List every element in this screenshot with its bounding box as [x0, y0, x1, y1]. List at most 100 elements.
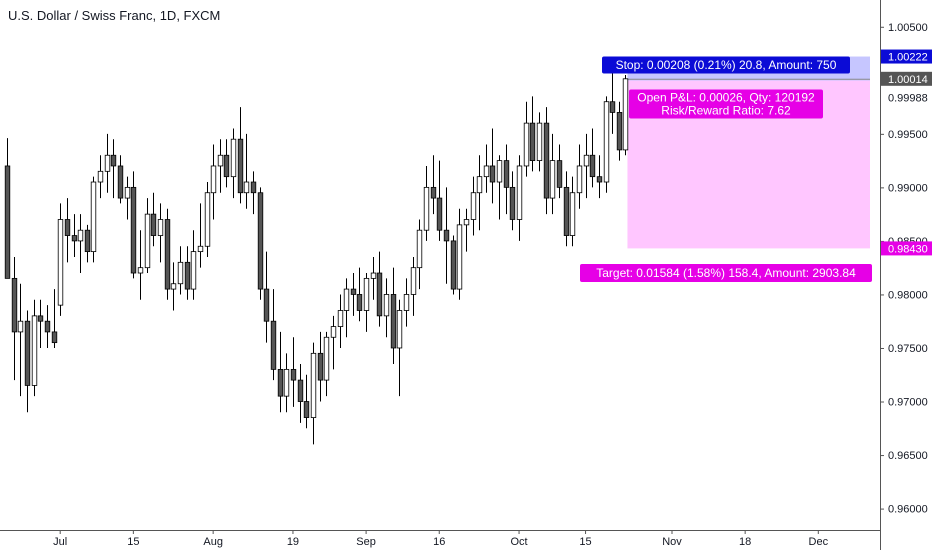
candle-up — [476, 176, 483, 194]
candle-up — [403, 294, 410, 311]
candle-up — [483, 165, 490, 178]
candle-up — [31, 315, 38, 386]
candle-down — [376, 272, 383, 317]
current-price-tag: 1.00014 — [888, 74, 928, 86]
candle-down — [64, 219, 71, 236]
x-tick-label: 15 — [579, 536, 591, 548]
candle-up — [323, 336, 330, 381]
candle-up — [416, 229, 423, 269]
candle-up — [190, 251, 197, 290]
candle-up — [97, 170, 104, 183]
candle-up — [310, 352, 317, 418]
candle-down — [270, 320, 277, 370]
x-tick-label: 16 — [433, 536, 445, 548]
candle-down — [317, 352, 324, 381]
candle-down — [164, 219, 171, 290]
candle-down — [297, 379, 304, 402]
candle-down — [609, 101, 616, 113]
candle-up — [516, 165, 523, 220]
candle-up — [157, 219, 164, 236]
candle-down — [37, 315, 44, 322]
position-zones — [627, 56, 870, 249]
candle-down — [436, 197, 443, 231]
candle-down — [356, 294, 363, 311]
y-tick-label: 0.98000 — [888, 289, 928, 301]
candle-up — [370, 272, 377, 279]
candle-down — [589, 154, 596, 178]
candle-down — [596, 176, 603, 183]
candle-up — [363, 277, 370, 311]
x-tick-label: Aug — [203, 536, 223, 548]
candle-up — [549, 160, 556, 199]
stop-price-tag-bg — [881, 49, 932, 64]
candle-down — [450, 240, 457, 290]
position-labels: Stop: 0.00208 (0.21%) 20.8, Amount: 750 O… — [580, 56, 872, 282]
candle-up — [124, 186, 131, 199]
candle-up — [536, 122, 543, 162]
price-axis[interactable]: 1.005000.995000.990000.985000.980000.975… — [880, 22, 928, 516]
candle-down — [130, 186, 137, 274]
chart-title: U.S. Dollar / Swiss Franc, 1D, FXCM — [8, 8, 220, 23]
candles — [4, 58, 629, 445]
candle-up — [337, 310, 344, 327]
candle-up — [197, 245, 204, 253]
candle-up — [523, 122, 530, 167]
time-axis[interactable]: Jul 15 Aug 19 Sep 16 Oct 15 Nov 18 Dec — [53, 530, 829, 548]
candle-down — [563, 186, 570, 236]
candle-down — [257, 192, 264, 290]
candle-up — [137, 267, 144, 274]
x-tick-label: Nov — [662, 536, 682, 548]
candle-up — [330, 326, 337, 338]
x-tick-label: 18 — [739, 536, 751, 548]
stop-price-tag: 1.00222 — [888, 52, 928, 64]
stop-label-text: Stop: 0.00208 (0.21%) 20.8, Amount: 750 — [616, 58, 837, 72]
candle-up — [396, 310, 403, 349]
candle-up — [583, 154, 590, 167]
candle-down — [117, 165, 124, 199]
candle-up — [622, 78, 629, 151]
candle-down — [223, 154, 230, 178]
candle-up — [283, 368, 290, 397]
candle-up — [217, 154, 224, 167]
candle-down — [489, 165, 496, 183]
candle-up — [177, 261, 184, 285]
candle-down — [4, 165, 11, 279]
x-tick-label: Sep — [356, 536, 376, 548]
current-price-tag-bg — [881, 71, 932, 86]
target-label-text: Target: 0.01584 (1.58%) 158.4, Amount: 2… — [596, 266, 856, 280]
candle-up — [410, 267, 417, 295]
candle-up — [210, 165, 217, 194]
pnl-label-text: Open P&L: 0.00026, Qty: 120192 — [637, 91, 815, 105]
candle-up — [456, 224, 463, 290]
candle-up — [343, 288, 350, 311]
target-price-tag: 0.98430 — [888, 243, 928, 255]
candle-down — [390, 294, 397, 349]
candle-down — [24, 320, 31, 386]
candle-up — [383, 294, 390, 317]
y-tick-label: 0.99000 — [888, 182, 928, 194]
stop-label-badge — [602, 56, 850, 74]
candle-down — [277, 368, 284, 397]
price-tags: 1.00222 1.00014 0.99988 0.98430 — [881, 49, 932, 256]
candle-up — [569, 192, 576, 236]
y-tick-label: 0.99500 — [888, 129, 928, 141]
candle-up — [57, 219, 64, 306]
candle-down — [443, 229, 450, 242]
candle-down — [44, 320, 51, 333]
pnl-label-badge — [629, 89, 823, 119]
y-tick-label: 1.00500 — [888, 22, 928, 34]
candle-down — [11, 277, 18, 333]
entry-price-tag: 0.99988 — [888, 93, 928, 105]
candle-up — [463, 219, 470, 226]
candle-up — [170, 283, 177, 290]
x-tick-label: Dec — [809, 536, 829, 548]
candle-up — [230, 138, 237, 178]
candle-down — [250, 181, 257, 194]
y-tick-label: 0.96000 — [888, 504, 928, 516]
pnl-label-text: Risk/Reward Ratio: 7.62 — [661, 104, 791, 118]
candle-down — [184, 261, 191, 290]
candle-up — [243, 181, 250, 194]
candle-down — [263, 288, 270, 322]
